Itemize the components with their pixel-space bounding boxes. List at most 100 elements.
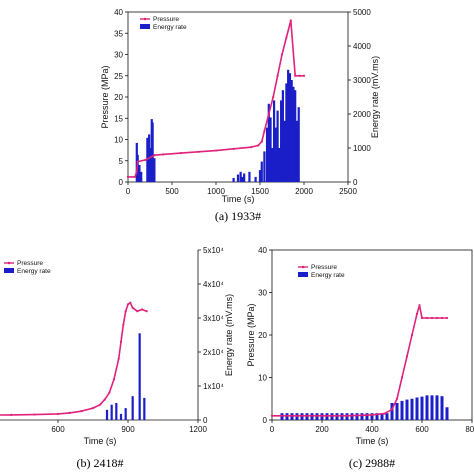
legend-pressure-marker-c <box>301 265 305 269</box>
bars-b <box>105 333 146 420</box>
y2-tick-label: 3000 <box>353 76 371 85</box>
legend-pressure-marker-b <box>7 261 11 265</box>
x-tick-label: 200 <box>315 425 329 434</box>
pressure-point <box>10 413 13 416</box>
y-axis-label-a: Pressure (MPa) <box>100 65 110 128</box>
ticks-a: 0 500 1000 1500 2000 250005101520253035400100… <box>114 8 371 196</box>
energy-rate-bar <box>276 110 279 182</box>
pressure-point <box>56 412 60 415</box>
x-tick-label: 1000 <box>207 187 225 196</box>
pressure-point <box>260 140 263 143</box>
pressure-point <box>126 175 130 178</box>
energy-rate-bar <box>295 120 299 182</box>
pressure-point <box>418 304 421 307</box>
y2-axis-label-b: Energy rate (mV.ms) <box>224 294 234 376</box>
y-tick-label: 35 <box>114 29 123 38</box>
energy-rate-bar <box>445 407 449 420</box>
energy-rate-bar <box>440 396 444 420</box>
pressure-line-b <box>0 301 147 416</box>
y2-tick-label: 1000 <box>353 144 371 153</box>
x-tick-label: 0 <box>270 425 275 434</box>
ticks-b: 300600900120001x10⁴2x10⁴3x10⁴4x10⁴5x10⁴ <box>51 246 224 434</box>
pressure-point <box>390 408 394 411</box>
energy-rate-bar <box>260 161 263 182</box>
energy-rate-bar <box>254 176 257 182</box>
pressure-point <box>257 144 260 147</box>
y-tick-label: 25 <box>114 72 123 81</box>
y2-axis-label-a: Energy rate (mV.ms) <box>370 56 380 138</box>
energy-rate-bar <box>140 171 143 182</box>
energy-rate-bar <box>288 73 292 182</box>
energy-rate-bar <box>310 413 314 420</box>
y-tick-label: 40 <box>258 246 267 255</box>
x-tick-label: 800 <box>465 425 474 434</box>
energy-rate-bar <box>241 176 244 182</box>
energy-rate-bar <box>350 413 354 420</box>
pressure-point <box>445 316 449 320</box>
energy-rate-bar <box>258 170 262 182</box>
pressure-point <box>395 397 399 400</box>
pressure-point <box>129 301 132 304</box>
pressure-point <box>370 413 374 416</box>
energy-rate-bar <box>110 404 113 420</box>
energy-rate-bar <box>124 408 127 420</box>
pressure-point <box>270 414 274 417</box>
energy-rate-bar <box>281 90 284 182</box>
y-tick-label: 20 <box>114 93 123 102</box>
pressure-point <box>197 150 200 153</box>
pressure-point <box>153 154 156 157</box>
energy-rate-bar <box>355 413 359 420</box>
energy-rate-bar <box>274 127 277 182</box>
x-tick-label: 0 <box>126 187 131 196</box>
y2-tick-label: 5x10⁴ <box>203 246 224 255</box>
energy-rate-bar <box>335 413 339 420</box>
pressure-point <box>108 391 111 394</box>
pressure-point <box>320 414 324 417</box>
energy-rate-bar <box>330 413 334 420</box>
pressure-point <box>267 112 270 116</box>
pressure-point <box>179 152 182 155</box>
x-tick-label: 1500 <box>251 187 269 196</box>
legend-energy-swatch-a <box>140 24 150 29</box>
energy-rate-bar <box>265 127 269 182</box>
pressure-point <box>145 310 148 313</box>
energy-rate-bar <box>435 395 439 420</box>
energy-rate-bar <box>280 100 283 182</box>
energy-rate-bar <box>283 120 286 182</box>
pressure-point <box>98 403 102 406</box>
energy-rate-bar <box>115 403 118 420</box>
energy-rate-bar <box>263 151 266 182</box>
pressure-line-a <box>128 20 304 178</box>
caption-a: (a) 1933# <box>215 209 261 223</box>
pressure-markers-b <box>10 301 148 416</box>
caption-b: (b) 2418# <box>77 456 124 470</box>
energy-rate-bar <box>365 413 369 420</box>
caption-c: (c) 2988# <box>349 456 395 470</box>
pressure-point <box>124 310 127 313</box>
energy-rate-bar <box>340 413 344 420</box>
pressure-point <box>112 378 116 381</box>
energy-rate-bar <box>272 100 276 182</box>
pressure-point <box>276 74 279 77</box>
pressure-point <box>302 74 306 77</box>
legend-pressure-label-c: Pressure <box>311 264 337 271</box>
pressure-point <box>435 316 439 320</box>
legend-energy-label-a: Energy rate <box>153 24 187 31</box>
pressure-point <box>119 340 123 343</box>
pressure-point <box>103 398 106 401</box>
legend-b: Pressure Energy rate <box>4 260 51 275</box>
pressure-point <box>131 306 134 309</box>
bars-a <box>135 69 300 182</box>
legend-energy-swatch-c <box>298 272 308 277</box>
energy-rate-bar <box>131 396 134 420</box>
pressure-point <box>122 323 125 326</box>
pressure-point <box>425 316 429 320</box>
plot-frame-a <box>127 11 349 183</box>
y2-tick-label: 2000 <box>353 110 371 119</box>
x-tick-label: 400 <box>365 425 379 434</box>
energy-rate-bar <box>239 171 242 182</box>
energy-rate-bar <box>248 171 251 182</box>
energy-rate-bar <box>285 83 288 182</box>
x-tick-label: 500 <box>165 187 179 196</box>
legend-energy-swatch-b <box>4 268 14 273</box>
